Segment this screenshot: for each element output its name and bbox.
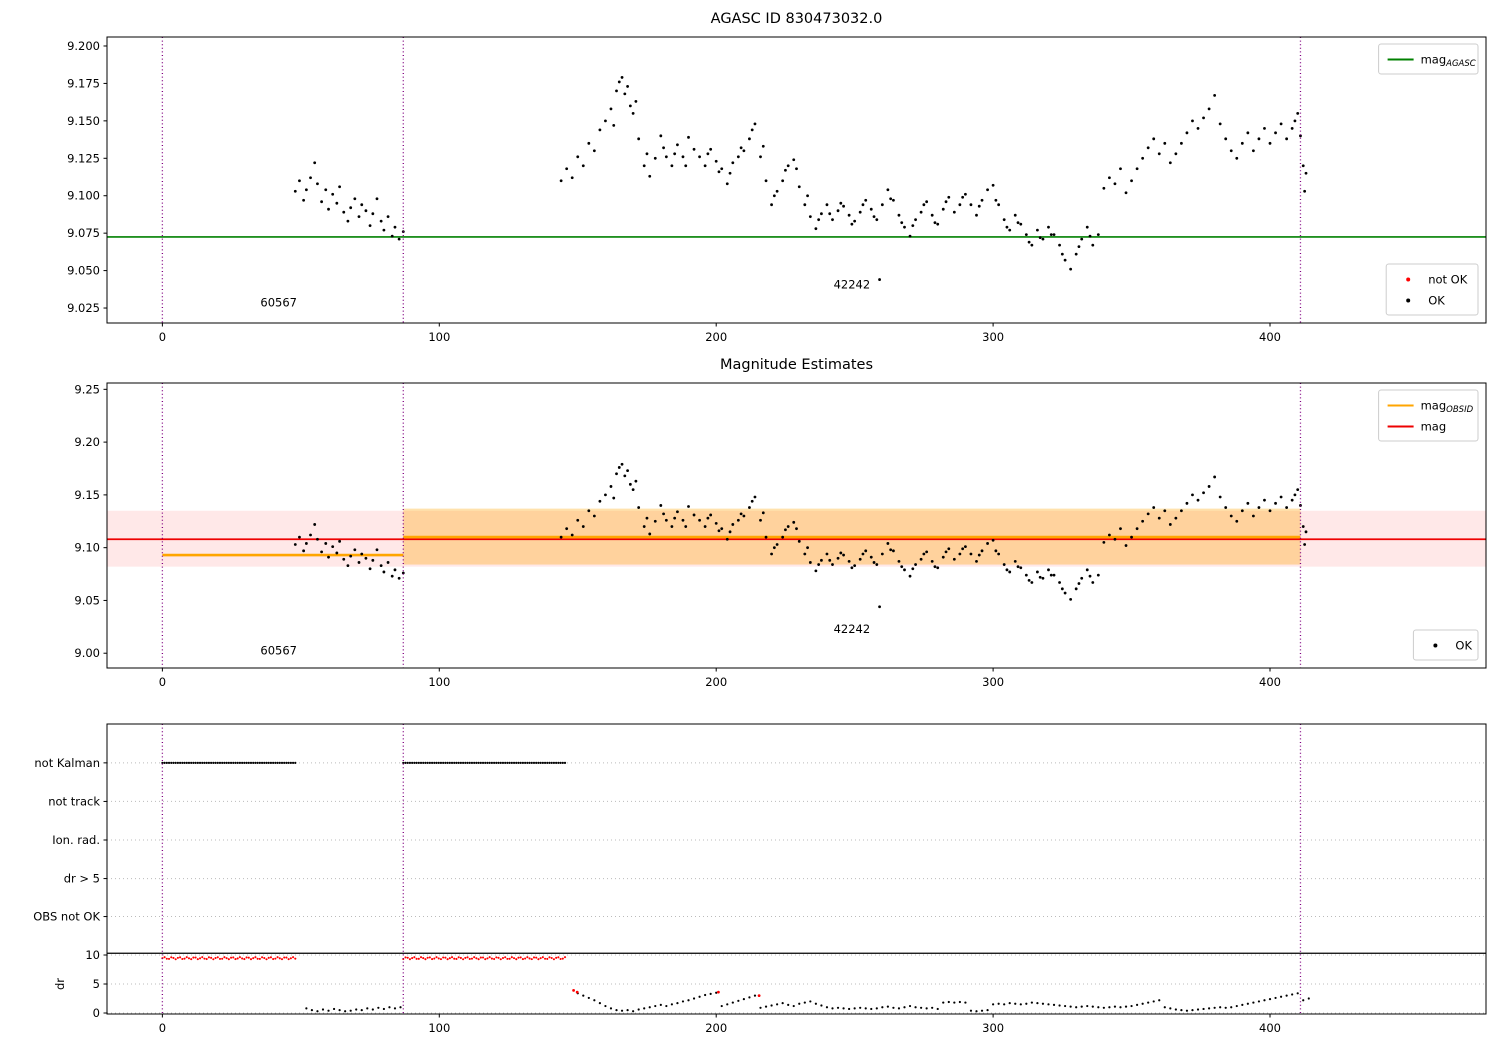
svg-text:9.15: 9.15 bbox=[74, 488, 100, 502]
svg-text:9.125: 9.125 bbox=[67, 151, 100, 165]
svg-text:not Kalman: not Kalman bbox=[34, 756, 100, 770]
legend: OK bbox=[1412, 629, 1479, 661]
svg-text:100: 100 bbox=[428, 330, 450, 344]
svg-text:OBS not OK: OBS not OK bbox=[33, 910, 100, 924]
svg-text:300: 300 bbox=[982, 330, 1004, 344]
magnitude-estimates-plot: 60567 42242 0 100 200 300 400 9.25 9.20 9.15 9.10 9… bbox=[74, 382, 1487, 689]
svg-text:OK: OK bbox=[1428, 294, 1445, 308]
svg-text:200: 200 bbox=[705, 1021, 727, 1035]
flag-points bbox=[161, 761, 1310, 1013]
svg-text:OK: OK bbox=[1455, 639, 1472, 653]
svg-text:300: 300 bbox=[982, 1021, 1004, 1035]
svg-text:magOBSID: magOBSID bbox=[1421, 399, 1474, 416]
svg-text:9.175: 9.175 bbox=[67, 76, 100, 90]
svg-text:9.00: 9.00 bbox=[74, 646, 100, 660]
svg-text:200: 200 bbox=[705, 330, 727, 344]
svg-text:mag: mag bbox=[1421, 420, 1447, 434]
legend: magOBSID mag bbox=[1378, 389, 1479, 442]
legend: not OK OK bbox=[1385, 263, 1479, 316]
svg-text:dr > 5: dr > 5 bbox=[64, 872, 100, 886]
svg-text:0: 0 bbox=[159, 1021, 166, 1035]
svg-text:200: 200 bbox=[705, 675, 727, 689]
svg-text:9.200: 9.200 bbox=[67, 39, 100, 53]
svg-text:9.05: 9.05 bbox=[74, 593, 100, 607]
svg-text:0: 0 bbox=[93, 1006, 100, 1020]
svg-text:9.050: 9.050 bbox=[67, 264, 100, 278]
svg-text:100: 100 bbox=[428, 675, 450, 689]
svg-text:9.025: 9.025 bbox=[67, 301, 100, 315]
svg-text:9.10: 9.10 bbox=[74, 541, 100, 555]
svg-text:9.100: 9.100 bbox=[67, 189, 100, 203]
scatter-points bbox=[293, 76, 1308, 281]
agasc-plot-title: AGASC ID 830473032.0 bbox=[710, 11, 883, 27]
svg-text:400: 400 bbox=[1259, 330, 1281, 344]
svg-text:9.25: 9.25 bbox=[74, 382, 100, 396]
svg-text:5: 5 bbox=[93, 977, 100, 991]
scatter-points bbox=[293, 462, 1308, 609]
svg-text:9.075: 9.075 bbox=[67, 226, 100, 240]
svg-text:100: 100 bbox=[428, 1021, 450, 1035]
svg-text:10: 10 bbox=[85, 948, 100, 962]
svg-text:9.20: 9.20 bbox=[74, 435, 100, 449]
svg-text:dr: dr bbox=[53, 978, 67, 990]
svg-text:60567: 60567 bbox=[260, 296, 297, 310]
agasc-magnitude-plot: 60567 42242 0 100 200 300 400 9.200 9.175 9.150 9.… bbox=[67, 36, 1487, 344]
svg-text:400: 400 bbox=[1259, 675, 1281, 689]
svg-text:42242: 42242 bbox=[834, 278, 871, 292]
svg-text:Ion. rad.: Ion. rad. bbox=[52, 833, 100, 847]
svg-text:42242: 42242 bbox=[834, 622, 871, 636]
magnitude-estimates-title: Magnitude Estimates bbox=[719, 357, 874, 373]
svg-text:magAGASC: magAGASC bbox=[1421, 53, 1476, 70]
svg-text:not OK: not OK bbox=[1428, 273, 1468, 287]
svg-text:400: 400 bbox=[1259, 1021, 1281, 1035]
svg-text:0: 0 bbox=[159, 330, 166, 344]
svg-text:not track: not track bbox=[48, 794, 100, 808]
legend: magAGASC bbox=[1378, 43, 1479, 75]
svg-text:60567: 60567 bbox=[260, 643, 297, 657]
svg-text:9.150: 9.150 bbox=[67, 114, 100, 128]
svg-text:0: 0 bbox=[159, 675, 166, 689]
svg-text:300: 300 bbox=[982, 675, 1004, 689]
